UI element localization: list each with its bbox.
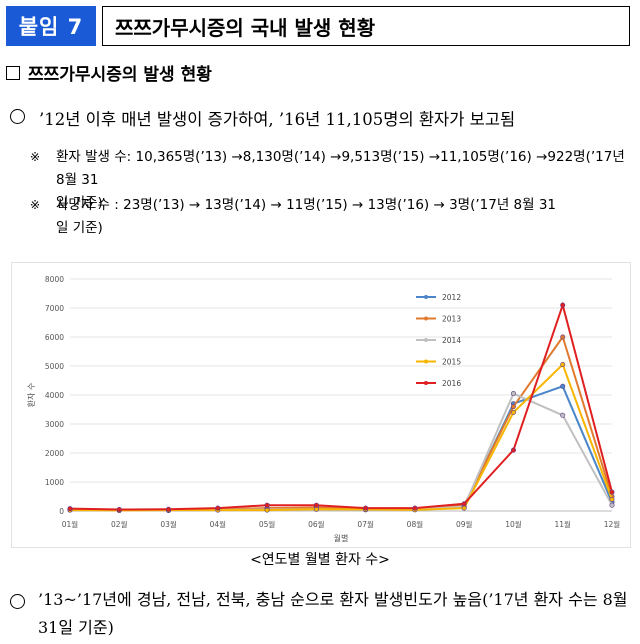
note-mark: ※ [30, 150, 41, 164]
data-point-2016 [412, 505, 418, 511]
x-tick-label: 12월 [604, 519, 621, 529]
x-axis-title: 월별 [334, 533, 349, 543]
monthly-cases-chart: 0 1000 2000 3000 4000 5000 6000 7000 8000 01월 02월 0… [11, 262, 631, 548]
circle-bullet-icon [10, 109, 25, 124]
x-tick-label: 05월 [259, 519, 276, 529]
section-heading: 쯔쯔가무시증의 발생 현황 [6, 60, 212, 85]
data-point-2014 [510, 391, 516, 397]
legend-label: 2014 [442, 336, 461, 345]
square-bullet-icon [6, 65, 20, 80]
x-tick-label: 04월 [210, 519, 227, 529]
data-point-2016 [609, 489, 615, 495]
data-point-2016 [313, 502, 319, 508]
data-point-2015 [609, 496, 615, 502]
series-line-2015 [69, 362, 613, 512]
data-point-2016 [461, 501, 467, 507]
note-cases-line2: 일 기준) [56, 195, 103, 211]
attachment-tag: 붙임 7 [6, 6, 96, 46]
x-tick-label: 01월 [62, 519, 79, 529]
note-mark: ※ [30, 198, 41, 212]
data-point-2016 [116, 507, 122, 513]
bullet-2-text: ’13~’17년에 경남, 전남, 전북, 충남 순으로 환자 발생빈도가 높음… [38, 590, 628, 637]
legend-label: 2016 [442, 379, 461, 388]
data-point-2016 [560, 302, 566, 308]
note-deaths-line2: 일 기준) [56, 220, 103, 236]
data-point-2015 [510, 409, 516, 415]
series-line-2016 [69, 301, 613, 511]
x-tick-label: 10월 [505, 519, 522, 529]
data-point-2016 [363, 505, 369, 511]
page-header: 붙임 7 쯔쯔가무시증의 국내 발생 현황 [6, 6, 636, 46]
data-point-2014 [560, 412, 566, 418]
chart-caption: <연도별 월별 환자 수> [250, 552, 390, 568]
series-line-2012 [69, 385, 613, 512]
data-point-2015 [264, 507, 270, 513]
x-tick-label: 06월 [308, 519, 325, 529]
y-tick-label: 7000 [45, 304, 64, 313]
y-tick-label: 8000 [45, 275, 64, 284]
y-tick-label: 4000 [45, 391, 64, 400]
note-cases-line1: 환자 발생 수: 10,365명(’13) →8,130명(’14) →9,51… [56, 149, 625, 188]
data-point-2016 [166, 506, 172, 512]
y-tick-label: 0 [59, 507, 64, 516]
data-point-2016 [215, 505, 221, 511]
data-point-2016 [510, 447, 516, 453]
note-deaths: ※ 사망자 수 : 23명(’13) → 13명(’14) → 11명(’15)… [30, 194, 630, 240]
legend-label: 2013 [442, 315, 461, 324]
data-point-2015 [560, 362, 566, 368]
x-tick-label: 02월 [111, 519, 128, 529]
legend-label: 2012 [442, 293, 461, 302]
legend-marker-2012 [424, 295, 428, 299]
legend-marker-2014 [424, 338, 428, 342]
circle-bullet-icon [10, 594, 25, 609]
y-axis-title: 환자 수 [26, 383, 36, 408]
legend-label: 2015 [442, 358, 461, 367]
x-tick-label: 09월 [456, 519, 473, 529]
legend-marker-2015 [424, 359, 428, 364]
y-tick-label: 3000 [45, 420, 64, 429]
y-tick-label: 1000 [45, 478, 64, 487]
y-tick-label: 5000 [45, 362, 64, 371]
data-point-2012 [560, 383, 566, 389]
section-title: 쯔쯔가무시증의 발생 현황 [28, 65, 212, 85]
x-tick-label: 07월 [357, 519, 374, 529]
bullet-1: ’12년 이후 매년 발생이 증가하여, ’16년 11,105명의 환자가 보… [10, 106, 515, 130]
series-line-2014 [69, 392, 613, 512]
data-point-2016 [67, 506, 73, 512]
legend-marker-2013 [424, 316, 428, 321]
legend-marker-2016 [424, 381, 428, 385]
note-deaths-line1: 사망자 수 : 23명(’13) → 13명(’14) → 11명(’15) →… [56, 197, 557, 213]
x-tick-label: 08월 [407, 519, 424, 529]
bullet-1-text: ’12년 이후 매년 발생이 증가하여, ’16년 11,105명의 환자가 보… [39, 110, 516, 129]
data-point-2014 [609, 502, 615, 508]
data-point-2013 [560, 334, 566, 340]
data-point-2015 [461, 505, 467, 511]
note-cases: ※ 환자 발생 수: 10,365명(’13) →8,130명(’14) →9,… [30, 146, 630, 215]
x-tick-label: 03월 [160, 519, 177, 529]
y-tick-label: 6000 [45, 333, 64, 342]
data-point-2013 [510, 404, 516, 410]
data-point-2016 [264, 502, 270, 508]
data-point-2015 [313, 506, 319, 512]
y-tick-label: 2000 [45, 449, 64, 458]
bullet-2: ’13~’17년에 경남, 전남, 전북, 충남 순으로 환자 발생빈도가 높음… [10, 586, 635, 642]
page-title: 쯔쯔가무시증의 국내 발생 현황 [102, 6, 630, 46]
chart-svg: 0 1000 2000 3000 4000 5000 6000 7000 8000 01월 02월 0… [26, 275, 621, 543]
x-tick-label: 11월 [555, 519, 572, 529]
